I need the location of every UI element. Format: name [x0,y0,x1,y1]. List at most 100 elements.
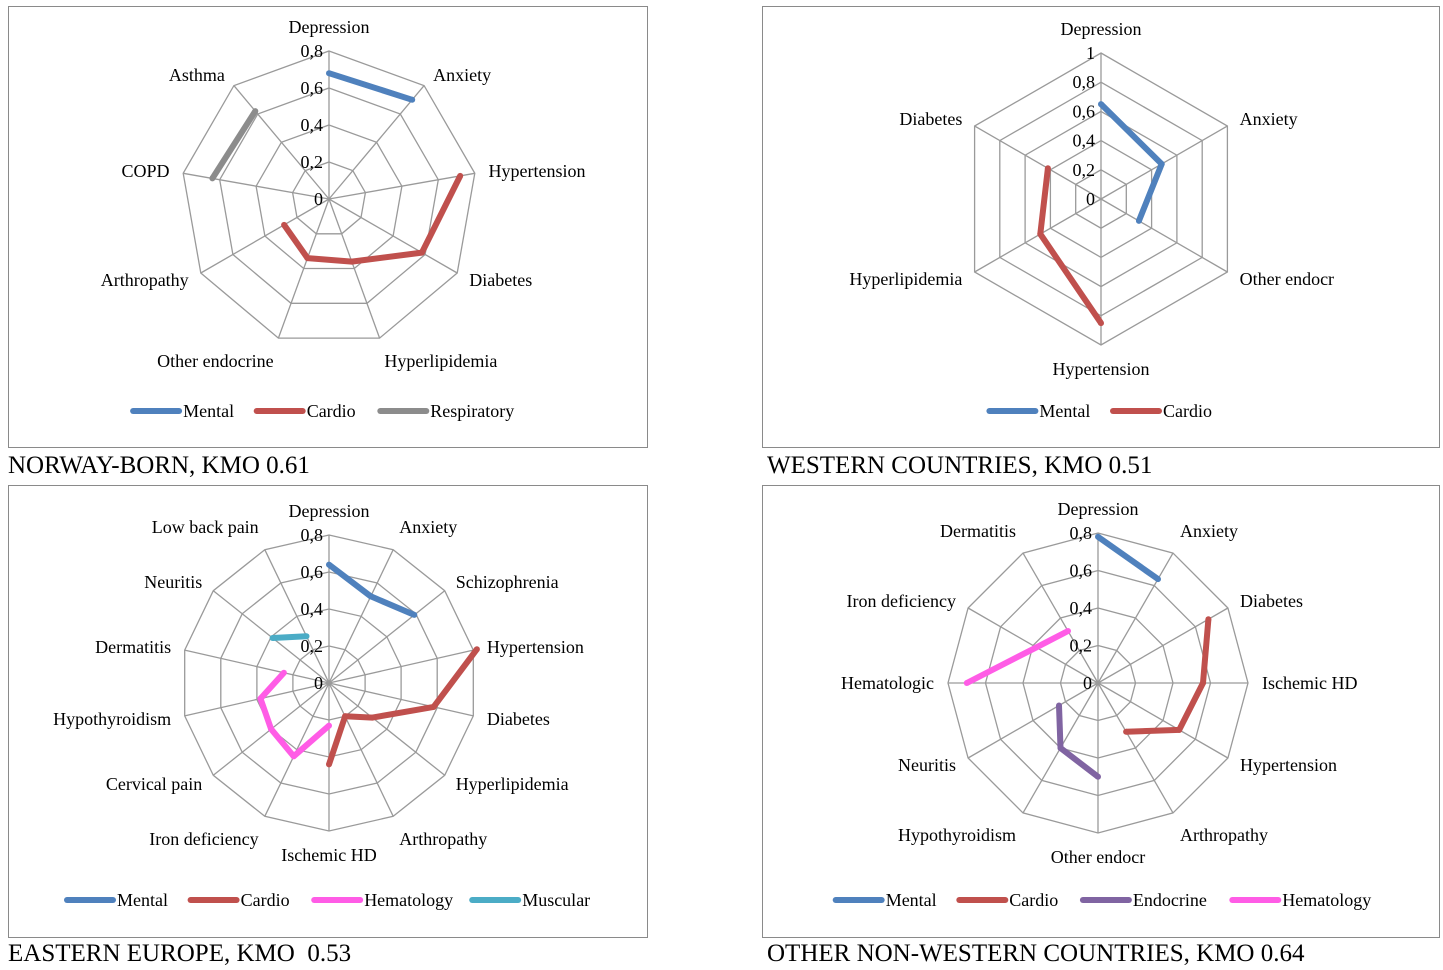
axis-label-hematologic: Hematologic [841,673,934,693]
grid-spoke [1097,682,1174,814]
axis-label-copd: COPD [121,161,169,181]
tick-label: 0,8 [301,525,324,545]
radar-chart-norway-born: 0 0,2 0,4 0,6 0,8 Depression Anxiety Hypertensi… [101,17,586,421]
series-line-mental [1098,101,1165,223]
data-point-mental-other-endocr [1135,217,1142,224]
legend-label: Mental [117,890,168,910]
radar-grid [973,52,1229,346]
axis-label-schizophrenia: Schizophrenia [456,572,559,592]
data-point-cardio-arthropathy [1123,728,1130,735]
data-point-muscular-neuritis [269,635,276,641]
legend-label: Hematology [1282,890,1371,910]
data-point-mental-anxiety [367,593,374,600]
tick-label: 0,2 [1070,636,1093,656]
grid-spoke [328,549,394,684]
radar-grid [947,532,1249,834]
axis-label-anxiety: Anxiety [399,517,457,537]
tick-label: 0,8 [301,41,324,61]
radar-chart-other-non-western: 0 0,2 0,4 0,6 0,8 Depression Anxiety Diabetes Is… [832,499,1371,910]
data-point-hematology-dermatitis [1065,628,1071,634]
axis-label-depression: Depression [1061,19,1142,39]
grid-spoke [967,607,1099,684]
tick-label: 0,6 [301,78,324,98]
data-point-hematology-iron-deficiency [1033,644,1040,651]
axis-label-other-endocr: Other endocr [1051,847,1145,867]
series-line-cardio [1125,619,1212,735]
legend: Mental Cardio Respiratory [130,401,514,421]
axis-label-ischemic-hd: Ischemic HD [1262,673,1357,693]
grid-spoke [328,590,446,684]
radar-chart-eastern-europe: 0 0,2 0,4 0,6 0,8 Depression Anxiety Schizophre… [53,501,590,910]
axis-label-hyperlipidemia: Hyperlipidemia [456,774,569,794]
data-point-muscular-low-back-pain [303,633,310,640]
data-point-hematology-ischemic-hd [326,722,332,729]
legend-label: Endocrine [1133,890,1207,910]
grid-spoke [328,198,458,274]
series-line-respiratory [209,109,258,181]
grid-spoke [200,198,330,274]
legend-item-cardio: Cardio [253,401,356,421]
legend: Mental Cardio [986,401,1212,421]
tick-label: 0 [314,189,323,209]
legend-item-mental: Mental [832,890,937,910]
axis-label-depression: Depression [289,501,370,521]
tick-label: 0,4 [301,115,324,135]
axis-label-anxiety: Anxiety [1180,521,1238,541]
tick-label: 0,6 [301,562,324,582]
axis-label-other-endocrine: Other endocrine [157,351,273,371]
axis-label-hyperlipidemia: Hyperlipidemia [384,351,497,371]
data-point-cardio-hypertension [1098,320,1104,327]
tick-label: 0,4 [1073,131,1096,151]
axis-label-ischemic-hd: Ischemic HD [281,845,376,865]
axis-label-hypothyroidism: Hypothyroidism [898,825,1016,845]
radar-chart-western-countries: 0 0,2 0,4 0,6 0,8 1 Depression Anxiety Other end… [849,19,1334,421]
axis-label-neuritis: Neuritis [144,572,202,592]
grid-spoke [184,649,330,684]
axis-label-diabetes: Diabetes [899,109,962,129]
axis-label-iron-deficiency: Iron deficiency [847,591,956,611]
grid-spoke [328,85,425,200]
tick-label: 0,6 [1073,101,1096,121]
axis-label-depression: Depression [289,17,370,37]
grid-spoke [1097,682,1229,759]
legend-label: Hematology [364,890,453,910]
data-point-endocrine-neuritis [1056,702,1062,709]
tick-label: 0,8 [1073,72,1096,92]
grid-spoke [1097,552,1174,684]
axis-label-diabetes: Diabetes [487,709,550,729]
data-point-mental-schizophrenia [411,611,418,618]
axis-label-diabetes: Diabetes [1240,591,1303,611]
data-point-cardio-arthropathy [281,221,288,228]
tick-label: 0,2 [301,636,324,656]
data-point-cardio-hyperlipidemia [1037,231,1044,237]
axis-label-arthropathy: Arthropathy [1180,825,1268,845]
data-point-endocrine-hypothyroidism [1057,745,1064,751]
grid-spoke [328,172,475,200]
legend-label: Respiratory [430,401,514,421]
legend-item-mental: Mental [986,401,1090,421]
data-point-cardio-ischemic-hd [326,761,332,768]
legend-item-cardio: Cardio [956,890,1058,910]
legend: Mental Cardio Endocrine Hematology [832,890,1371,910]
legend-label: Mental [183,401,234,421]
axis-label-asthma: Asthma [169,65,225,85]
data-point-respiratory-asthma [252,108,259,115]
tick-label: 0 [314,673,323,693]
grid-ring [255,124,403,270]
grid-spoke [328,682,394,817]
axis-label-other-endocr: Other endocr [1240,269,1334,289]
grid-spoke [1022,552,1099,684]
legend-item-muscular: Muscular [469,890,590,910]
axis-label-dermatitis: Dermatitis [940,521,1016,541]
data-point-cardio-hyperlipidemia [369,714,376,721]
caption-other-non-western: OTHER NON-WESTERN COUNTRIES, KMO 0.64 [767,940,1305,967]
axis-label-dermatitis: Dermatitis [95,637,171,657]
data-point-cardio-hyperlipidemia [348,258,355,265]
legend-item-hematology: Hematology [1229,890,1371,910]
data-point-mental-depression [326,561,332,568]
tick-label: 0,8 [1070,523,1093,543]
legend-label: Muscular [522,890,590,910]
grid-spoke [277,198,330,339]
caption-eastern-europe: EASTERN EUROPE, KMO 0.53 [8,940,352,967]
axis-label-diabetes: Diabetes [469,270,532,290]
